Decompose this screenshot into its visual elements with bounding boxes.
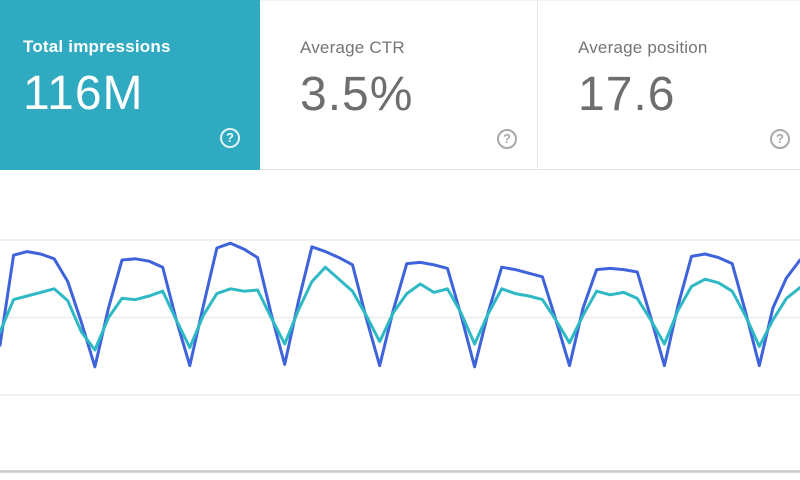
card-label-average-position: Average position: [578, 38, 708, 57]
metric-cards-row: Total impressions 116M ? Average CTR 3.5…: [0, 0, 800, 170]
card-total-impressions[interactable]: Total impressions 116M ?: [0, 0, 260, 170]
help-icon[interactable]: ?: [497, 129, 517, 149]
card-label-total-impressions: Total impressions: [23, 37, 171, 56]
card-average-ctr[interactable]: Average CTR 3.5% ?: [260, 0, 537, 170]
chart-line-blue: [0, 241, 800, 369]
card-average-position[interactable]: Average position 17.6 ?: [537, 0, 800, 170]
card-label-average-ctr: Average CTR: [300, 38, 405, 57]
card-value-average-ctr: 3.5%: [300, 68, 414, 121]
card-value-total-impressions: 116M: [23, 67, 144, 120]
chart-line-teal: [0, 265, 800, 352]
card-value-average-position: 17.6: [578, 68, 676, 121]
help-icon[interactable]: ?: [220, 128, 240, 148]
help-icon[interactable]: ?: [770, 129, 790, 149]
performance-line-chart[interactable]: [0, 170, 800, 480]
